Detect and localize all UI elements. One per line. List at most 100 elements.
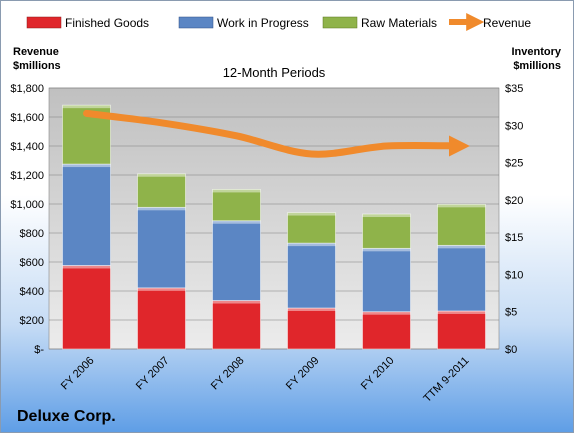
right-tick-label: $35: [505, 83, 523, 95]
left-tick-label: $1,800: [10, 83, 44, 95]
left-tick-label: $1,400: [10, 141, 44, 153]
left-tick-label: $1,200: [10, 170, 44, 182]
bar-raw-materials: [137, 173, 186, 208]
right-tick-label: $5: [505, 307, 517, 319]
bar-highlight: [212, 220, 261, 224]
bar-finished-goods: [62, 265, 111, 350]
bar-highlight: [362, 311, 411, 315]
chart-subtitle: 12-Month Periods: [223, 65, 326, 80]
bars: [62, 104, 486, 350]
legend-swatch-finished-goods: [26, 16, 62, 29]
legend-item-work-in-progress: Work in Progress: [178, 16, 309, 30]
x-tick-label: TTM 9-2011: [421, 355, 471, 405]
left-tick-label: $1,000: [10, 199, 44, 211]
left-axis-ticks: $- $200 $400 $600 $800 $1,000 $1,200 $1,400 $1,6…: [10, 83, 44, 356]
bar-highlight: [437, 204, 486, 208]
bar-finished-goods: [212, 300, 261, 350]
bar-work-in-progress: [362, 247, 411, 313]
bar-segment-finished-goods: [137, 287, 186, 350]
right-axis-label-line1: Inventory: [511, 46, 561, 58]
legend-swatch-work-in-progress: [178, 16, 214, 29]
bar-raw-materials: [437, 203, 486, 246]
bar-work-in-progress: [437, 244, 486, 312]
bar-work-in-progress: [287, 242, 336, 309]
bar-highlight: [287, 243, 336, 247]
legend-label-work-in-progress: Work in Progress: [217, 16, 309, 30]
left-tick-label: $800: [20, 228, 44, 240]
right-axis-ticks: $0 $5 $10 $15 $20 $25 $30 $35: [505, 83, 523, 356]
legend-item-finished-goods: Finished Goods: [26, 16, 149, 30]
bar-work-in-progress: [62, 163, 111, 266]
left-tick-label: $400: [20, 286, 44, 298]
bar-segment-raw-materials: [137, 173, 186, 208]
bar-segment-work-in-progress: [62, 163, 111, 266]
bar-highlight: [362, 248, 411, 252]
bar-segment-finished-goods: [362, 311, 411, 350]
legend: Finished Goods Work in Progress Raw Mate…: [26, 13, 531, 31]
right-axis-label-line2: $millions: [513, 60, 561, 72]
x-tick-label: FY 2007: [134, 355, 172, 393]
bar-highlight: [212, 189, 261, 193]
x-tick-label: FY 2008: [209, 355, 247, 393]
bar-raw-materials: [362, 213, 411, 249]
right-tick-label: $0: [505, 344, 517, 356]
right-tick-label: $10: [505, 269, 523, 281]
bar-highlight: [137, 207, 186, 211]
bar-raw-materials: [212, 189, 261, 222]
left-tick-label: $-: [34, 344, 44, 356]
bar-segment-work-in-progress: [437, 244, 486, 312]
right-tick-label: $30: [505, 120, 523, 132]
left-axis-label-line1: Revenue: [13, 46, 59, 58]
bar-highlight: [137, 173, 186, 177]
x-tick-label: FY 2010: [359, 355, 397, 393]
bar-segment-work-in-progress: [137, 206, 186, 289]
bar-highlight: [437, 245, 486, 249]
left-tick-label: $1,600: [10, 112, 44, 124]
bar-finished-goods: [362, 311, 411, 350]
bar-highlight: [362, 214, 411, 218]
legend-label-raw-materials: Raw Materials: [361, 16, 437, 30]
bar-highlight: [287, 307, 336, 311]
bar-segment-finished-goods: [287, 307, 336, 350]
bar-segment-raw-materials: [362, 213, 411, 249]
company-name: Deluxe Corp.: [17, 408, 116, 425]
x-tick-label: FY 2009: [284, 355, 322, 393]
bar-work-in-progress: [137, 206, 186, 289]
revenue-line: [83, 109, 470, 158]
bar-segment-raw-materials: [287, 212, 336, 244]
x-axis-ticks: FY 2006 FY 2007 FY 2008 FY 2009 FY 2010 TTM 9…: [59, 355, 472, 405]
bar-finished-goods: [287, 307, 336, 350]
revenue-line-path: [83, 109, 470, 158]
bar-highlight: [212, 300, 261, 304]
bar-highlight: [437, 310, 486, 314]
bar-raw-materials: [287, 212, 336, 244]
bar-segment-finished-goods: [62, 265, 111, 350]
bar-finished-goods: [437, 310, 486, 350]
bar-finished-goods: [137, 287, 186, 350]
bar-highlight: [137, 287, 186, 291]
bar-segment-finished-goods: [212, 300, 261, 350]
legend-swatch-raw-materials: [322, 16, 358, 29]
left-tick-label: $600: [20, 257, 44, 269]
bar-highlight: [62, 105, 111, 109]
bar-highlight: [62, 265, 111, 269]
x-tick-label: FY 2006: [59, 355, 97, 393]
plot-area: [48, 87, 500, 350]
legend-item-raw-materials: Raw Materials: [322, 16, 437, 30]
left-tick-label: $200: [20, 315, 44, 327]
right-tick-label: $25: [505, 158, 523, 170]
bar-segment-work-in-progress: [362, 247, 411, 313]
bar-work-in-progress: [212, 220, 261, 301]
right-tick-label: $15: [505, 232, 523, 244]
legend-item-revenue: Revenue: [449, 13, 531, 31]
bar-segment-work-in-progress: [212, 220, 261, 301]
bar-highlight: [287, 212, 336, 216]
bar-segment-finished-goods: [437, 310, 486, 350]
legend-label-revenue: Revenue: [483, 16, 531, 30]
right-tick-label: $20: [505, 195, 523, 207]
bar-segment-work-in-progress: [287, 242, 336, 309]
bar-segment-raw-materials: [212, 189, 261, 222]
bar-highlight: [62, 164, 111, 168]
